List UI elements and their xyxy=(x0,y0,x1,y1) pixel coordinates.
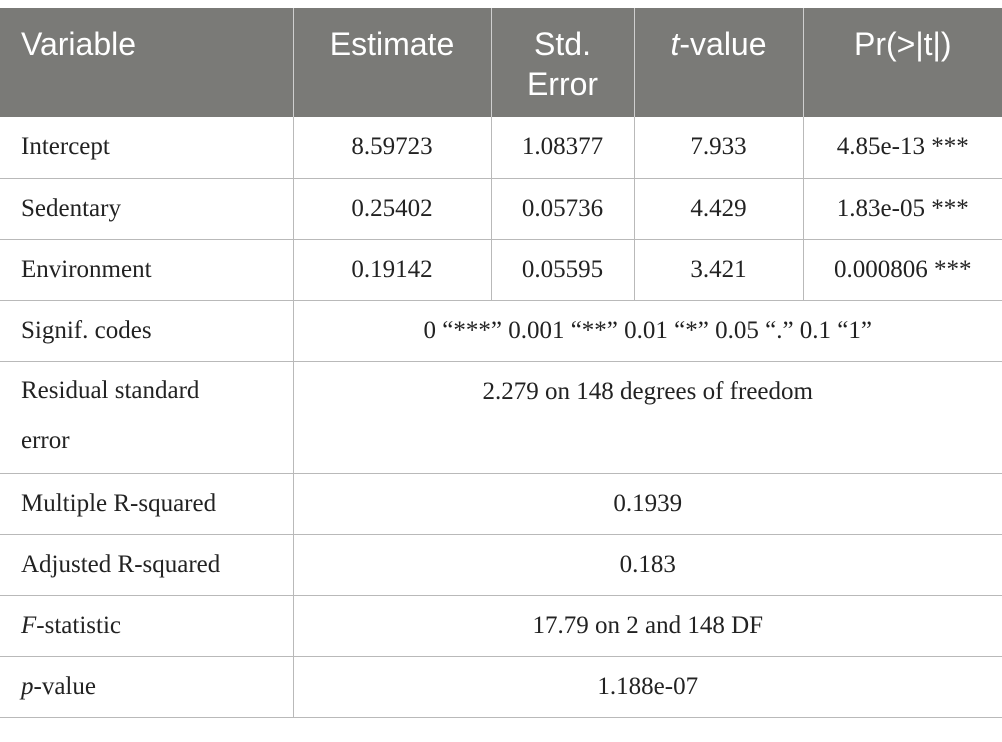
cell-variable: Sedentary xyxy=(0,178,293,240)
table-header: Variable Estimate Std. Error t-value Pr(>… xyxy=(0,8,1002,117)
summary-value: 0.183 xyxy=(292,534,1002,596)
summary-value: 1.188e-07 xyxy=(292,656,1002,718)
summary-label-italic: F xyxy=(21,611,37,639)
table-row: Environment 0.19142 0.05595 3.421 0.0008… xyxy=(0,239,1002,301)
cell-std-error: 0.05736 xyxy=(490,178,634,240)
cell-std-error: 0.05595 xyxy=(490,239,634,301)
summary-label: Adjusted R-squared xyxy=(0,534,293,596)
summary-label-rest: -statistic xyxy=(36,611,121,639)
cell-estimate: 0.19142 xyxy=(292,239,491,301)
header-std-error-line2: Error xyxy=(526,66,599,102)
summary-label: Residual standard error xyxy=(0,361,293,474)
summary-label-italic: p xyxy=(21,672,34,700)
summary-label: p-value xyxy=(0,656,293,718)
summary-row-residual-se: Residual standard error 2.279 on 148 degr… xyxy=(0,361,1002,474)
header-pr: Pr(>|t|) xyxy=(802,8,1002,117)
summary-label: Multiple R-squared xyxy=(0,473,293,535)
summary-label-rest: -value xyxy=(33,672,96,700)
cell-estimate: 0.25402 xyxy=(292,178,491,240)
cell-variable: Intercept xyxy=(0,117,293,179)
cell-estimate: 8.59723 xyxy=(292,117,491,179)
summary-label-line2: error xyxy=(21,426,70,454)
summary-label: F-statistic xyxy=(0,595,293,657)
summary-row-adjusted-r2: Adjusted R-squared 0.183 xyxy=(0,534,1002,596)
table-row: Sedentary 0.25402 0.05736 4.429 1.83e-05… xyxy=(0,178,1002,240)
table-row: Intercept 8.59723 1.08377 7.933 4.85e-13… xyxy=(0,117,1002,179)
header-t-value: t-value xyxy=(633,8,803,117)
summary-row-multiple-r2: Multiple R-squared 0.1939 xyxy=(0,473,1002,535)
summary-row-f-statistic: F-statistic 17.79 on 2 and 148 DF xyxy=(0,595,1002,657)
cell-t-value: 7.933 xyxy=(633,117,803,179)
cell-pr: 4.85e-13 *** xyxy=(802,117,1002,179)
summary-value: 0 “***” 0.001 “**” 0.01 “*” 0.05 “.” 0.1… xyxy=(292,300,1002,362)
header-estimate: Estimate xyxy=(292,8,491,117)
cell-pr: 1.83e-05 *** xyxy=(802,178,1002,240)
header-std-error: Std. Error xyxy=(490,8,634,117)
summary-row-p-value: p-value 1.188e-07 xyxy=(0,656,1002,718)
summary-value: 2.279 on 148 degrees of freedom xyxy=(292,361,1002,474)
regression-table: Variable Estimate Std. Error t-value Pr(>… xyxy=(0,8,1002,718)
cell-t-value: 4.429 xyxy=(633,178,803,240)
header-variable: Variable xyxy=(0,8,293,117)
summary-label-line1: Residual standard xyxy=(21,376,200,404)
header-t-italic: t xyxy=(670,26,680,62)
cell-variable: Environment xyxy=(0,239,293,301)
cell-t-value: 3.421 xyxy=(633,239,803,301)
header-row: Variable Estimate Std. Error t-value Pr(>… xyxy=(0,8,1002,117)
header-std-error-line1: Std. xyxy=(534,26,591,62)
summary-value: 0.1939 xyxy=(292,473,1002,535)
summary-value: 17.79 on 2 and 148 DF xyxy=(292,595,1002,657)
cell-std-error: 1.08377 xyxy=(490,117,634,179)
header-t-rest: -value xyxy=(679,26,767,62)
summary-row-signif-codes: Signif. codes 0 “***” 0.001 “**” 0.01 “*… xyxy=(0,300,1002,362)
table-body: Intercept 8.59723 1.08377 7.933 4.85e-13… xyxy=(0,117,1002,718)
summary-label: Signif. codes xyxy=(0,300,293,362)
cell-pr: 0.000806 *** xyxy=(802,239,1002,301)
